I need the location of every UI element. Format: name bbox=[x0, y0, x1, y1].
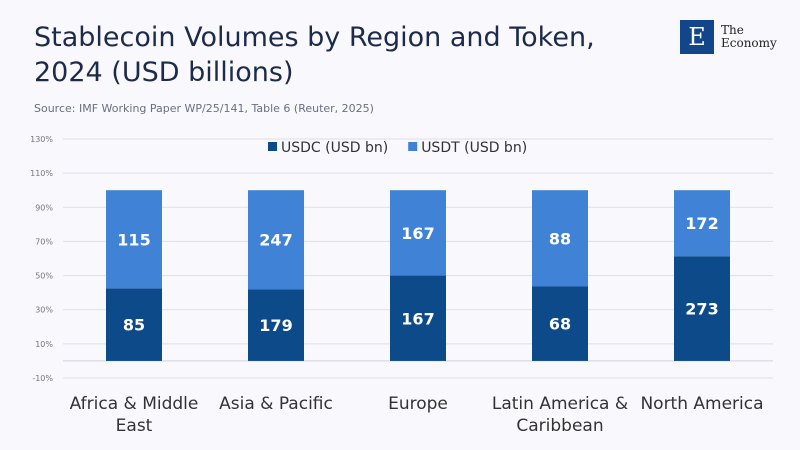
data-label: 167 bbox=[401, 224, 434, 243]
x-tick-label: Latin America & bbox=[492, 394, 628, 414]
data-label: 273 bbox=[685, 300, 718, 319]
x-tick-label: East bbox=[116, 416, 153, 436]
logo-text: The Economy bbox=[721, 23, 777, 50]
bar-segment bbox=[248, 190, 304, 290]
y-tick-label: 50% bbox=[35, 272, 53, 281]
y-tick-label: 130% bbox=[30, 135, 53, 144]
data-label: 115 bbox=[117, 230, 150, 249]
data-label: 172 bbox=[685, 214, 718, 233]
x-tick-label: Africa & Middle bbox=[70, 394, 199, 414]
y-tick-label: 110% bbox=[30, 169, 53, 178]
y-tick-label: 70% bbox=[35, 237, 53, 246]
logo-mark: E bbox=[680, 20, 714, 54]
bar-segment bbox=[106, 190, 162, 289]
x-tick-label: North America bbox=[640, 394, 763, 414]
y-tick-label: 30% bbox=[35, 306, 53, 315]
bar-segment bbox=[674, 190, 730, 257]
x-tick-label: Europe bbox=[388, 394, 448, 414]
data-label: 68 bbox=[549, 315, 571, 334]
data-label: 88 bbox=[549, 229, 571, 248]
bar-segment bbox=[532, 190, 588, 287]
bar-segment bbox=[106, 288, 162, 361]
x-tick-label: Caribbean bbox=[516, 416, 603, 436]
bar-segment bbox=[532, 286, 588, 361]
bar-segment bbox=[248, 289, 304, 361]
data-label: 247 bbox=[259, 231, 292, 250]
legend-label: USDT (USD bn) bbox=[421, 140, 527, 156]
legend-swatch bbox=[408, 142, 418, 151]
data-label: 85 bbox=[123, 316, 145, 335]
bar-segment bbox=[674, 256, 730, 361]
y-tick-label: 90% bbox=[35, 203, 53, 212]
bar-segment bbox=[390, 190, 446, 276]
data-label: 167 bbox=[401, 309, 434, 328]
chart-source: Source: IMF Working Paper WP/25/141, Tab… bbox=[34, 102, 374, 115]
x-tick-label: Asia & Pacific bbox=[219, 394, 333, 414]
bar-segment bbox=[390, 275, 446, 361]
data-label: 179 bbox=[259, 316, 292, 335]
y-tick-label: 10% bbox=[35, 340, 53, 349]
chart-title: Stablecoin Volumes by Region and Token, … bbox=[34, 22, 595, 88]
legend-swatch bbox=[268, 142, 277, 151]
y-tick-label: -10% bbox=[32, 374, 53, 383]
legend-label: USDC (USD bn) bbox=[281, 140, 388, 156]
logo: E The Economy bbox=[680, 20, 777, 54]
